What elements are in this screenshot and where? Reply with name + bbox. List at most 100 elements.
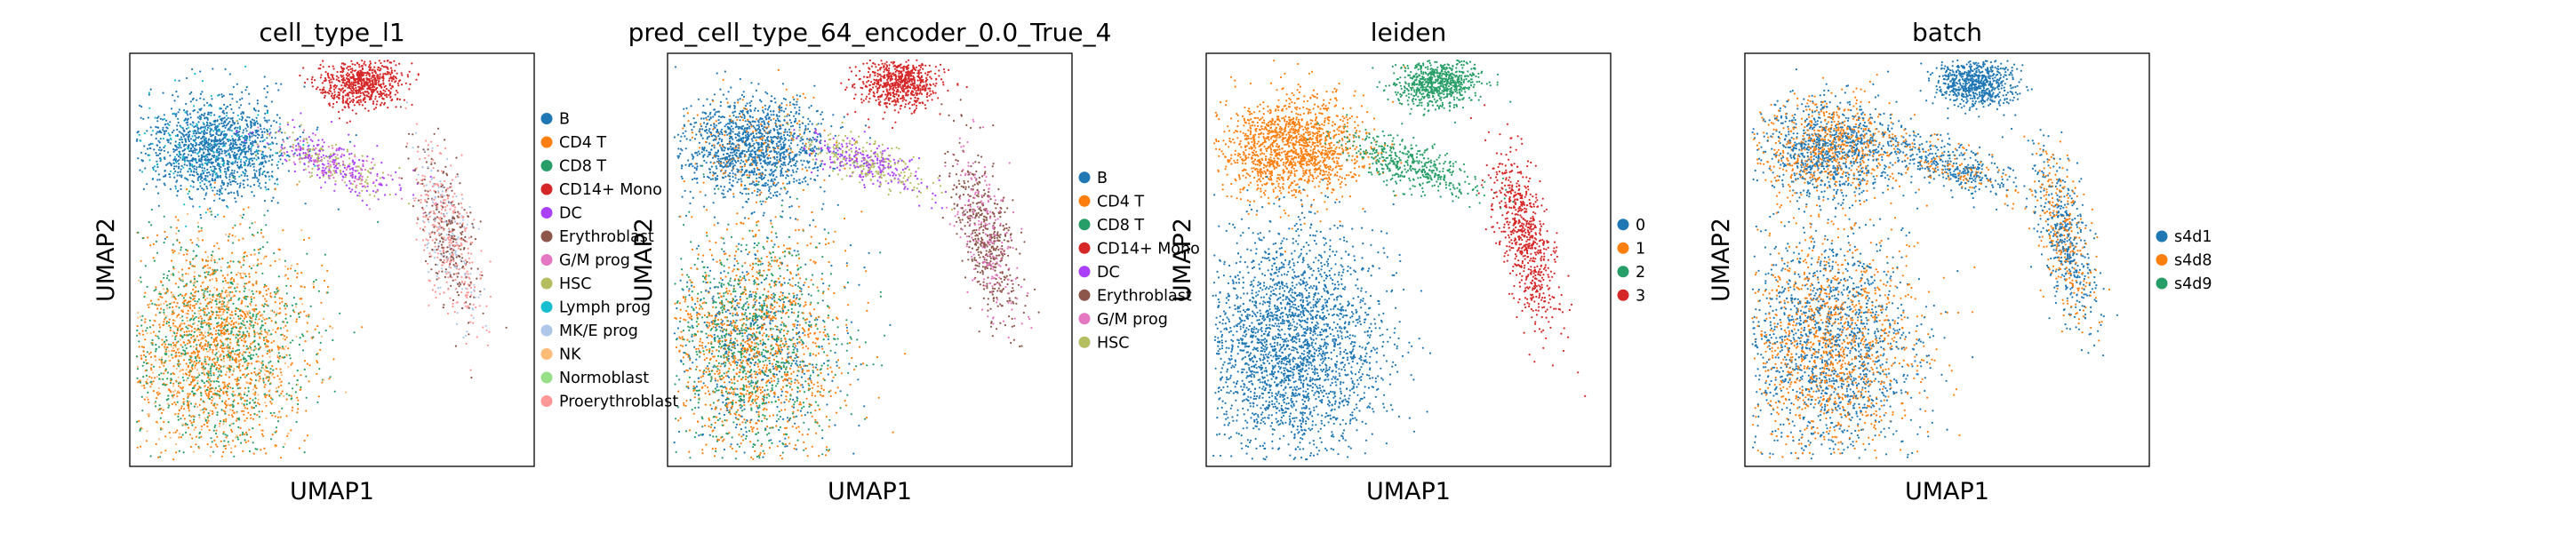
scatter-point [210, 162, 212, 164]
scatter-point [213, 259, 216, 261]
scatter-point [188, 324, 190, 327]
scatter-point [321, 139, 324, 141]
scatter-point [360, 182, 363, 185]
scatter-point [207, 143, 210, 146]
scatter-point [220, 297, 223, 299]
scatter-point [260, 124, 262, 128]
scatter-point [236, 434, 238, 437]
scatter-point [171, 131, 174, 134]
scatter-point [353, 84, 356, 86]
scatter-point [321, 145, 324, 147]
scatter-point [199, 97, 202, 99]
scatter-point [218, 385, 220, 387]
scatter-point [223, 305, 226, 307]
scatter-point [208, 414, 211, 417]
scatter-point [269, 396, 272, 400]
scatter-point [355, 86, 357, 89]
scatter-point [186, 188, 188, 191]
scatter-point [264, 384, 267, 386]
scatter-point [378, 93, 380, 96]
scatter-point [357, 71, 360, 75]
scatter-point [204, 251, 207, 253]
scatter-point [169, 170, 172, 172]
scatter-point [248, 116, 251, 119]
scatter-point [147, 413, 149, 416]
scatter-point [257, 133, 260, 136]
scatter-point [384, 90, 387, 92]
scatter-point [220, 292, 222, 295]
scatter-point [228, 139, 230, 141]
scatter-point [196, 111, 199, 114]
scatter-point [230, 147, 233, 150]
scatter-point [252, 399, 254, 402]
scatter-point [228, 265, 231, 267]
scatter-point [189, 304, 192, 306]
scatter-point [232, 302, 235, 305]
scatter-point [182, 341, 186, 344]
scatter-point [334, 183, 337, 186]
scatter-point [230, 311, 233, 314]
scatter-point [222, 344, 225, 346]
scatter-point [278, 307, 281, 310]
scatter-point [192, 146, 195, 148]
scatter-point [296, 154, 299, 156]
scatter-point [209, 166, 212, 169]
scatter-point [348, 68, 350, 71]
scatter-point [356, 61, 358, 64]
scatter-point [212, 155, 215, 159]
scatter-point [169, 142, 172, 145]
scatter-point [328, 65, 331, 68]
scatter-point [386, 66, 388, 68]
scatter-point [255, 373, 258, 376]
scatter-point [202, 126, 204, 129]
scatter-point [243, 285, 245, 288]
scatter-point [336, 95, 339, 99]
scatter-point [364, 64, 367, 67]
scatter-point [172, 167, 175, 171]
scatter-point [287, 347, 290, 350]
scatter-point [204, 177, 207, 179]
scatter-point [216, 435, 219, 438]
scatter-point [336, 70, 339, 74]
scatter-point [180, 268, 184, 271]
scatter-point [227, 330, 229, 333]
scatter-point [231, 410, 234, 412]
scatter-point [172, 322, 174, 325]
scatter-point [268, 134, 271, 137]
scatter-point [191, 198, 194, 201]
scatter-point [369, 60, 372, 63]
scatter-point [220, 131, 223, 133]
scatter-point [261, 314, 264, 316]
scatter-point [263, 285, 266, 289]
scatter-point [229, 314, 232, 316]
scatter-point [267, 188, 270, 191]
scatter-point [141, 171, 144, 173]
scatter-point [255, 282, 258, 285]
scatter-point [267, 210, 269, 212]
scatter-point [191, 314, 195, 317]
scatter-point [220, 166, 222, 169]
scatter-point [396, 82, 399, 84]
scatter-point [238, 186, 241, 188]
scatter-point [184, 111, 187, 114]
scatter-point [365, 179, 368, 181]
scatter-point [211, 358, 214, 362]
scatter-point [177, 390, 180, 393]
scatter-point [231, 373, 234, 376]
scatter-point [347, 65, 349, 68]
scatter-point [264, 160, 267, 163]
scatter-point [308, 171, 311, 174]
scatter-point [200, 229, 203, 232]
scatter-point [255, 404, 258, 407]
scatter-point [236, 282, 239, 285]
scatter-point [257, 402, 260, 404]
scatter-point [213, 165, 216, 168]
scatter-point [200, 114, 204, 116]
scatter-point [140, 106, 143, 108]
scatter-point [281, 356, 284, 359]
scatter-point [191, 124, 194, 127]
scatter-point [358, 195, 361, 197]
scatter-point [269, 401, 272, 403]
scatter-point [348, 85, 351, 88]
scatter-point [156, 120, 159, 123]
